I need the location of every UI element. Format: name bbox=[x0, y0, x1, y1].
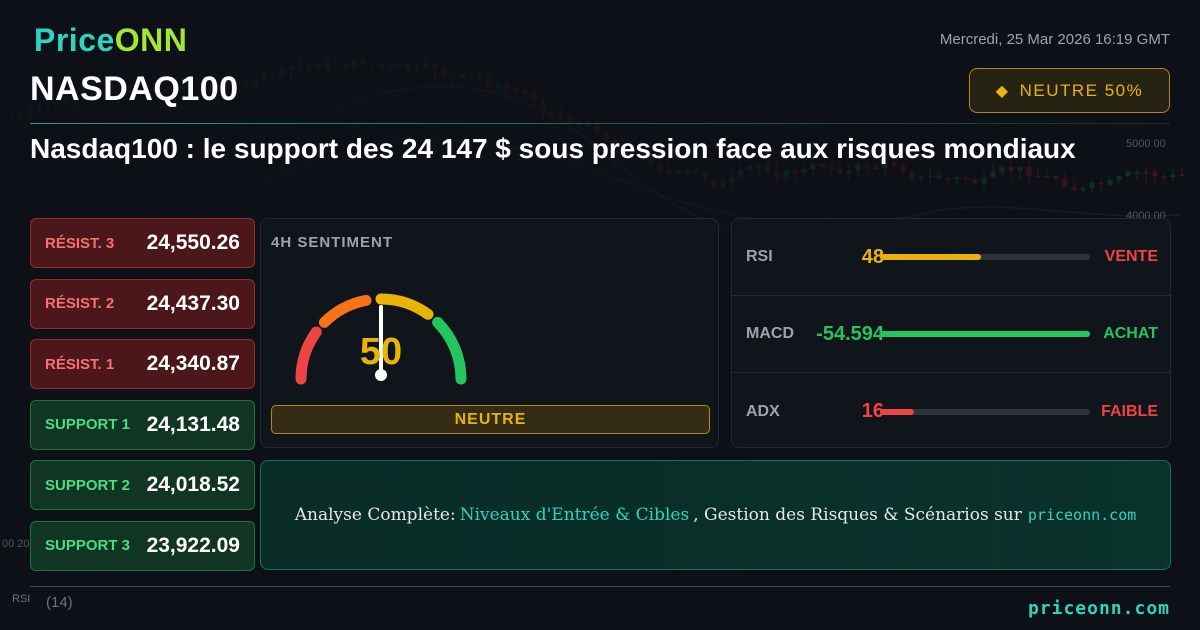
indicator-value: 48 bbox=[861, 245, 884, 268]
indicator-row-macd: MACD -54.594 ACHAT bbox=[732, 296, 1172, 373]
level-value: 24,437.30 bbox=[146, 291, 240, 315]
level-support-2: SUPPORT 2 24,018.52 bbox=[30, 460, 255, 510]
indicator-value: -54.594 bbox=[816, 322, 884, 345]
level-support-1: SUPPORT 1 24,131.48 bbox=[30, 399, 255, 450]
priceonn-logo[interactable]: PriceONN bbox=[34, 22, 187, 59]
sentiment-label-bar: NEUTRE bbox=[271, 405, 710, 434]
level-value: 24,018.52 bbox=[146, 473, 240, 496]
level-value: 24,340.87 bbox=[146, 352, 240, 375]
indicator-fill bbox=[880, 331, 1090, 337]
symbol-title: NASDAQ100 bbox=[30, 70, 239, 108]
chart-axis-label: 5000.00 bbox=[1126, 138, 1166, 150]
indicator-name: ADX bbox=[746, 402, 780, 420]
level-resistance-3: RÉSIST. 3 24,550.26 bbox=[30, 218, 255, 268]
cta-prefix: Analyse Complète: bbox=[294, 505, 456, 525]
gauge-arc-red bbox=[295, 326, 322, 385]
level-resistance-1: RÉSIST. 1 24,340.87 bbox=[30, 339, 255, 389]
footer-divider bbox=[30, 586, 1170, 587]
timestamp: Mercredi, 25 Mar 2026 16:19 GMT bbox=[939, 31, 1170, 48]
indicator-row-rsi: RSI 48 VENTE bbox=[732, 219, 1172, 296]
indicator-name: MACD bbox=[746, 325, 794, 342]
indicators-card: RSI 48 VENTE MACD -54.594 ACHAT ADX 16 F… bbox=[731, 218, 1172, 450]
gauge-title: 4H SENTIMENT bbox=[271, 234, 394, 251]
level-value: 23,922.09 bbox=[146, 533, 240, 557]
full-analysis-cta[interactable]: Analyse Complète: Niveaux d'Entrée & Cib… bbox=[260, 460, 1171, 570]
level-resistance-2: RÉSIST. 2 24,437.30 bbox=[30, 278, 255, 329]
indicator-name: RSI bbox=[746, 248, 773, 265]
article-headline: Nasdaq100 : le support des 24 147 $ sous… bbox=[30, 133, 1076, 164]
gauge-arc-orange bbox=[318, 294, 372, 328]
price-levels-list: RÉSIST. 3 24,550.26 RÉSIST. 2 24,437.30 … bbox=[30, 218, 255, 581]
level-value: 24,550.26 bbox=[146, 231, 240, 254]
sentiment-badge: ◆ NEUTRE 50% bbox=[969, 68, 1170, 113]
gauge-arc-yellow bbox=[375, 293, 434, 320]
indicator-signal: VENTE bbox=[1104, 248, 1158, 265]
cta-highlight-link[interactable]: Niveaux d'Entrée & Cibles bbox=[459, 505, 690, 525]
gauge-arc-green bbox=[432, 316, 467, 385]
footer-site-link[interactable]: priceonn.com bbox=[1027, 598, 1170, 619]
gauge-value: 50 bbox=[359, 331, 403, 373]
gauge-needle-pivot bbox=[375, 369, 387, 381]
cta-site-link[interactable]: priceonn.com bbox=[1027, 506, 1137, 524]
logo-text-onn: ONN bbox=[114, 22, 188, 58]
level-support-3: SUPPORT 3 23,922.09 bbox=[30, 520, 255, 571]
header-divider bbox=[30, 123, 1170, 124]
level-label: SUPPORT 3 bbox=[45, 537, 131, 554]
indicator-fill bbox=[880, 254, 981, 260]
sentiment-badge-label: NEUTRE 50% bbox=[1019, 80, 1144, 100]
logo-text-price: Price bbox=[34, 22, 115, 58]
level-label: RÉSIST. 2 bbox=[45, 295, 115, 312]
level-label: SUPPORT 1 bbox=[45, 416, 131, 433]
indicator-row-adx: ADX 16 FAIBLE bbox=[732, 373, 1172, 450]
sentiment-gauge-card: 4H SENTIMENT 50 NEUTRE bbox=[260, 218, 719, 448]
cta-middle-text: , Gestion des Risques & Scénarios sur bbox=[693, 505, 1022, 525]
level-label: RÉSIST. 1 bbox=[45, 355, 115, 373]
indicator-track bbox=[880, 408, 1090, 415]
indicator-track bbox=[880, 331, 1090, 337]
indicator-signal: FAIBLE bbox=[1101, 402, 1158, 420]
background-rsi-label: RSI bbox=[12, 593, 31, 605]
chart-axis-label: 00 20 bbox=[2, 538, 30, 550]
level-label: RÉSIST. 3 bbox=[45, 234, 115, 252]
level-value: 24,131.48 bbox=[146, 412, 240, 436]
diamond-icon: ◆ bbox=[995, 82, 1010, 100]
indicator-track bbox=[880, 254, 1090, 260]
indicator-fill bbox=[880, 408, 914, 415]
sentiment-gauge bbox=[295, 293, 467, 385]
background-rsi-period: (14) bbox=[46, 594, 73, 611]
indicator-value: 16 bbox=[861, 400, 884, 422]
indicator-signal: ACHAT bbox=[1103, 325, 1158, 342]
level-label: SUPPORT 2 bbox=[45, 476, 131, 494]
